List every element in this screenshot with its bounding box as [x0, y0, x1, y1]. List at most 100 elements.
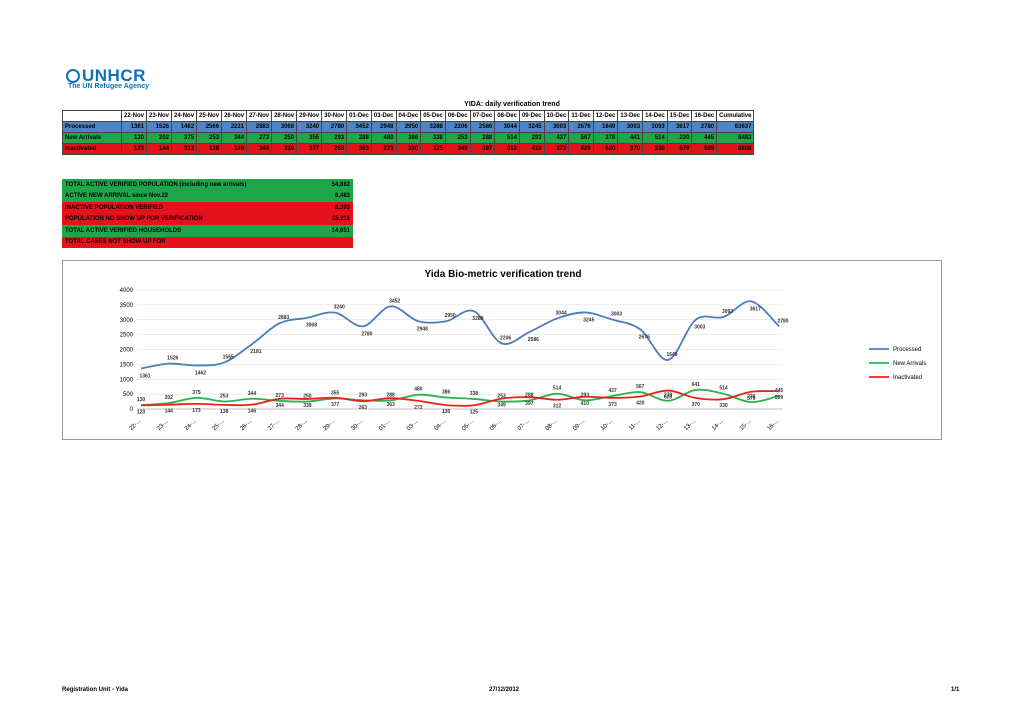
column-header: 16-Dec	[691, 110, 718, 122]
column-header: 07-Dec	[469, 110, 496, 122]
table-cell: 263	[321, 143, 348, 155]
data-label: 480	[414, 387, 423, 393]
series-line-new-arrivals	[140, 388, 780, 407]
table-cell: 288	[346, 132, 372, 144]
data-label: 3003	[611, 312, 622, 318]
table-cell: 567	[568, 132, 594, 144]
footer-left: Registration Unit - Yida	[62, 687, 129, 693]
data-label: 397	[525, 401, 534, 407]
data-label: 138	[220, 409, 229, 415]
x-tick-label: 22-...	[128, 418, 142, 432]
table-cell: 273	[370, 143, 397, 155]
column-header: 13-Dec	[617, 110, 644, 122]
x-tick-label: 16-...	[766, 418, 780, 432]
table-cell: 253	[444, 132, 471, 144]
y-tick-label: 3000	[120, 318, 134, 324]
table-cell: 1462	[171, 121, 198, 133]
data-label: 253	[497, 393, 506, 399]
column-header: 28-Nov	[271, 110, 298, 122]
y-tick-label: 2000	[120, 348, 134, 354]
column-header: 26-Nov	[221, 110, 248, 122]
table-cell: 230	[666, 132, 693, 144]
data-label: 312	[553, 404, 562, 410]
table-header-row: 22-Nov 23-Nov 24-Nov 25-Nov 26-Nov 27-Nov 28-N…	[62, 110, 755, 122]
trend-table: 22-Nov 23-Nov 24-Nov 25-Nov 26-Nov 27-Nov 28-N…	[62, 110, 755, 155]
summary-label: ACTIVE NEW ARRIVAL since Nov.22	[65, 193, 169, 200]
table-row: Inactivated 123 144 313 138 146 344 339 377 263 36…	[62, 143, 755, 155]
table-cell: 370	[617, 143, 644, 155]
data-label: 125	[470, 409, 479, 415]
cumulative-header: Cumulative	[716, 110, 755, 122]
table-cell: 146	[221, 143, 248, 155]
data-label: 2676	[639, 334, 650, 340]
summary-value: 54,882	[331, 181, 350, 188]
data-label: 437	[608, 388, 617, 394]
data-label: 2883	[278, 315, 289, 321]
column-header: 24-Nov	[171, 110, 198, 122]
table-cell: 278	[592, 132, 619, 144]
table-cell: 3240	[296, 121, 323, 133]
table-cell: 386	[395, 132, 422, 144]
x-tick-label: 14-...	[711, 418, 725, 432]
data-label: 3288	[472, 316, 483, 322]
table-cell: 2950	[395, 121, 422, 133]
data-label: 373	[608, 402, 617, 408]
table-cell: 130	[120, 132, 148, 144]
x-tick-label: 01-...	[378, 418, 392, 432]
logo-text: UNHCR	[82, 66, 146, 85]
data-label: 3245	[583, 317, 594, 323]
footer-date: 27/12/2012	[489, 687, 520, 693]
table-cell: 339	[271, 143, 298, 155]
table-cell: 288	[469, 132, 496, 144]
summary-label: TOTAL ACTIVE VERIFIED HOUSEHOLDS	[65, 227, 182, 234]
x-tick-label: 09-...	[572, 418, 586, 432]
table-cell: 2883	[246, 121, 273, 133]
column-header: 27-Nov	[246, 110, 273, 122]
chart-container: Yida Bio-metric verification trend 0 500 1…	[62, 260, 942, 440]
table-cell: 338	[420, 132, 446, 144]
unhcr-logo: UNHCR The UN Refugee Agency	[66, 66, 176, 96]
y-tick-label: 3500	[120, 303, 134, 309]
data-label: 273	[414, 405, 423, 411]
column-header: 14-Dec	[642, 110, 668, 122]
data-label: 377	[331, 402, 340, 408]
column-header: 29-Nov	[296, 110, 323, 122]
data-label: 567	[636, 384, 645, 390]
table-cell: 2780	[691, 121, 718, 133]
table-cell: 250	[271, 132, 298, 144]
y-tick-label: 1000	[120, 377, 134, 383]
data-label: 3617	[750, 306, 761, 312]
column-header: 05-Dec	[420, 110, 446, 122]
data-label: 3240	[334, 305, 345, 311]
data-label: 2181	[250, 349, 261, 355]
column-header: 08-Dec	[494, 110, 520, 122]
summary-value: 8,483	[334, 193, 350, 200]
data-label: 3093	[722, 309, 733, 315]
table-cell: 3452	[346, 121, 372, 133]
table-cell: 2948	[370, 121, 397, 133]
table-cell: 373	[543, 143, 570, 155]
column-header: 01-Dec	[346, 110, 372, 122]
table-cell: 344	[246, 143, 273, 155]
data-label: 273	[276, 393, 285, 399]
data-label: 1361	[139, 374, 150, 380]
row-label: Processed	[62, 121, 122, 133]
column-header: 09-Dec	[518, 110, 545, 122]
data-label: 2586	[528, 337, 539, 343]
table-cell: 579	[666, 143, 693, 155]
line-chart: 0 500 1000 1500 2000 2500 3000 3500 4000 22-... 23…	[120, 288, 927, 432]
table-cell: 202	[146, 132, 173, 144]
summary-row: TOTAL CASES NOT SHOW UP FOR	[62, 236, 353, 248]
table-cell: 2586	[469, 121, 496, 133]
y-tick-label: 0	[130, 407, 134, 413]
data-label: 344	[248, 391, 257, 397]
data-label: 349	[497, 403, 506, 409]
table-cell: 330	[395, 143, 422, 155]
chart-title: Yida Bio-metric verification trend	[424, 269, 582, 280]
data-label: 3003	[694, 325, 705, 331]
data-label: 579	[747, 396, 756, 402]
y-tick-label: 4000	[120, 288, 134, 294]
table-cell: 1649	[592, 121, 619, 133]
table-cell: 599	[691, 143, 718, 155]
data-label: 250	[303, 394, 312, 400]
